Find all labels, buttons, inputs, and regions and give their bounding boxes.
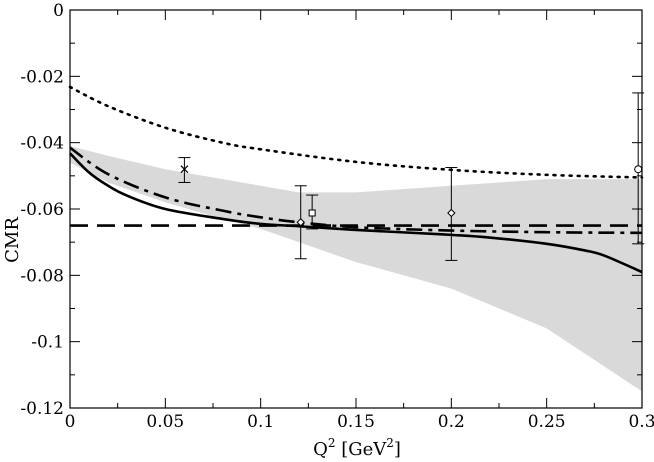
series-line-dotted [68, 85, 644, 179]
series-line-dash-dot [69, 146, 643, 235]
x-tick-label: 0.25 [528, 412, 566, 432]
x-tick-label: 0.3 [628, 412, 654, 432]
x-axis-title-base: Q [313, 439, 328, 460]
y-tick-labels: -0.12 -0.1 -0.08 -0.06 -0.04 -0.02 0 [20, 1, 64, 419]
y-tick-label: -0.02 [20, 67, 64, 87]
x-axis-title: Q2 [GeV2] [313, 436, 401, 460]
y-tick-label: 0 [53, 1, 64, 21]
series-line-solid [69, 152, 643, 274]
y-axis-title: CMR [2, 217, 23, 263]
marker-diamond [447, 208, 456, 218]
marker-cross [180, 165, 189, 174]
x-tick-label: 0.15 [337, 412, 375, 432]
series-layer [68, 85, 644, 274]
x-tick-label: 0.2 [438, 412, 465, 432]
y-tick-label: -0.06 [20, 200, 64, 220]
y-tick-label: -0.04 [20, 134, 64, 154]
uncertainty-band-layer [70, 145, 642, 392]
marker-diamond [296, 218, 305, 227]
x-tick-label: 0.1 [247, 412, 274, 432]
y-tick-label: -0.08 [20, 266, 64, 286]
x-tick-labels: 0 0.05 0.1 0.15 0.2 0.25 0.3 [65, 412, 654, 432]
x-axis-title-unit-open: [GeV [335, 439, 387, 460]
x-axis-title-unit-close: ] [394, 439, 401, 460]
ticks-layer [69, 9, 643, 409]
y-tick-label: -0.1 [31, 333, 64, 353]
marker-circle [634, 165, 643, 174]
x-axis-title-base-sup: 2 [328, 436, 336, 450]
uncertainty-band [70, 145, 642, 392]
x-axis-title-unit-sup: 2 [386, 436, 394, 450]
data-points-layer [178, 92, 645, 261]
x-tick-label: 0 [65, 412, 76, 432]
x-tick-label: 0.05 [146, 412, 184, 432]
y-tick-label: -0.12 [20, 399, 64, 419]
marker-square [308, 209, 316, 217]
